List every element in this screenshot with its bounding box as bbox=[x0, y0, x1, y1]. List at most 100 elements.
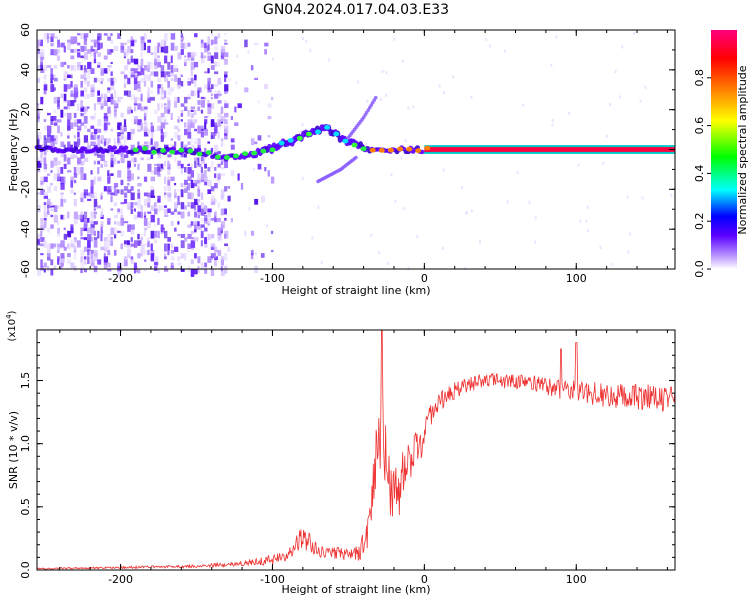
spectrogram-noise-cell bbox=[174, 74, 178, 82]
spectrogram-noise-cell bbox=[150, 214, 155, 223]
spectrogram-noise-cell bbox=[143, 259, 147, 262]
y-tick-label: 1.0 bbox=[19, 435, 32, 453]
spectrogram-noise-cell bbox=[127, 167, 130, 170]
spectrogram-ridge-peak bbox=[287, 138, 294, 143]
spectrogram-noise-cell bbox=[177, 233, 181, 237]
spectrogram-noise-cell bbox=[123, 154, 129, 158]
spectrogram-noise-cell bbox=[197, 157, 200, 166]
spectrogram-noise-cell bbox=[37, 77, 41, 83]
spectrogram-noise-cell bbox=[123, 243, 129, 247]
spectrogram-noise-cell bbox=[167, 208, 171, 213]
spectrogram-noise-cell bbox=[150, 186, 154, 191]
spectrogram-noise-cell bbox=[184, 167, 187, 173]
spectrogram-noise-cell bbox=[97, 259, 102, 265]
spectrogram-noise-cell bbox=[180, 81, 184, 87]
spectrogram-noise-cell bbox=[143, 119, 147, 125]
spectrogram-noise-cell bbox=[43, 211, 48, 218]
spectrogram-noise-cell bbox=[123, 65, 128, 71]
spectrogram-noise-cell bbox=[609, 102, 611, 106]
spectrogram-noise-cell bbox=[210, 147, 214, 152]
spectrogram-noise-cell bbox=[47, 33, 50, 39]
spectrogram-noise-cell bbox=[234, 106, 237, 113]
spectrogram-noise-cell bbox=[83, 173, 87, 180]
spectrogram-noise-cell bbox=[130, 128, 135, 135]
spectrogram-noise-cell bbox=[63, 84, 68, 92]
spectrogram-noise-cell bbox=[197, 214, 200, 219]
spectrogram-noise-cell bbox=[93, 195, 97, 199]
spectrogram-noise-cell bbox=[257, 100, 260, 104]
spectrogram-noise-cell bbox=[390, 173, 393, 176]
spectrogram-noise-cell bbox=[130, 192, 135, 201]
spectrogram-noise-cell bbox=[187, 192, 192, 200]
spectrogram-noise-cell bbox=[137, 163, 140, 171]
spectrogram-noise-cell bbox=[77, 125, 82, 131]
spectrogram-noise-cell bbox=[174, 96, 179, 101]
spectrogram-noise-cell bbox=[197, 211, 202, 215]
spectrogram-noise-cell bbox=[180, 36, 185, 41]
spectrogram-noise-cell bbox=[120, 214, 124, 223]
spectrogram-noise-cell bbox=[107, 262, 111, 268]
spectrogram-noise-cell bbox=[133, 84, 138, 90]
spectrogram-noise-cell bbox=[137, 81, 141, 89]
spectrogram-noise-cell bbox=[210, 84, 214, 89]
spectrogram-noise-cell bbox=[43, 138, 48, 146]
spectrogram-noise-cell bbox=[60, 141, 65, 147]
spectrogram-ridge-peak bbox=[315, 129, 321, 135]
spectrogram-noise-cell bbox=[190, 68, 193, 75]
spectrogram-noise-cell bbox=[93, 77, 97, 83]
spectrogram-noise-cell bbox=[143, 176, 148, 182]
spectrogram-noise-cell bbox=[77, 167, 81, 175]
colorbar-tick-label: 0.2 bbox=[693, 212, 706, 230]
spectrogram-noise-cell bbox=[200, 167, 203, 173]
spectrogram-noise-cell bbox=[184, 151, 187, 158]
spectrogram-noise-cell bbox=[207, 103, 212, 108]
spectrogram-noise-cell bbox=[210, 55, 214, 64]
spectrogram-noise-cell bbox=[93, 240, 98, 248]
spectrogram-noise-cell bbox=[534, 240, 537, 244]
spectrogram-noise-cell bbox=[73, 173, 78, 178]
spectrogram-noise-cell bbox=[83, 237, 88, 241]
spectrogram-noise-cell bbox=[40, 265, 44, 271]
spectrogram-ridge-peak bbox=[387, 147, 394, 153]
spectrogram-noise-cell bbox=[100, 230, 104, 234]
spectrogram-noise-cell bbox=[100, 192, 103, 199]
spectrogram-noise-cell bbox=[485, 38, 488, 42]
spectrogram-noise-cell bbox=[224, 103, 229, 108]
spectrogram-noise-cell bbox=[60, 246, 63, 249]
spectrogram-noise-cell bbox=[140, 39, 145, 44]
spectrogram-noise-cell bbox=[270, 249, 274, 253]
spectrogram-noise-cell bbox=[63, 144, 66, 149]
spectrogram-noise-cell bbox=[57, 205, 60, 209]
spectrogram-noise-cell bbox=[43, 192, 48, 196]
spectrogram-noise-cell bbox=[257, 135, 262, 141]
spectrogram-noise-cell bbox=[97, 77, 100, 83]
spectrogram-noise-cell bbox=[127, 132, 132, 140]
spectrogram-noise-cell bbox=[110, 173, 114, 176]
spectrogram-noise-cell bbox=[214, 71, 219, 75]
spectrogram-ridge-peak bbox=[160, 148, 167, 153]
spectrogram-noise-cell bbox=[217, 202, 221, 209]
spectrogram-noise-cell bbox=[123, 192, 128, 198]
spectrogram-noise-cell bbox=[110, 128, 114, 132]
spectrogram-noise-cell bbox=[100, 42, 103, 49]
spectrogram-noise-cell bbox=[180, 202, 185, 210]
spectrogram-ridge-peak bbox=[214, 154, 221, 160]
spectrogram-noise-cell bbox=[164, 116, 166, 119]
spectrogram-noise-cell bbox=[47, 132, 51, 137]
spectrogram-noise-cell bbox=[147, 237, 150, 242]
spectrogram-noise-cell bbox=[43, 154, 47, 158]
spectrogram-noise-cell bbox=[200, 192, 204, 200]
spectrogram-noise-cell bbox=[180, 167, 183, 174]
spectrogram-noise-cell bbox=[127, 189, 132, 194]
spectrogram-noise-cell bbox=[107, 96, 112, 102]
spectrogram-noise-cell bbox=[57, 49, 60, 54]
spectrogram-noise-cell bbox=[207, 52, 212, 55]
y-tick-label: -20 bbox=[19, 180, 32, 198]
spectrogram-noise-cell bbox=[210, 119, 215, 127]
spectrogram-noise-cell bbox=[160, 103, 164, 109]
spectrogram-noise-cell bbox=[70, 55, 75, 60]
spectrogram-noise-cell bbox=[67, 112, 72, 120]
spectrogram-noise-cell bbox=[103, 163, 108, 167]
spectrogram-noise-cell bbox=[90, 221, 95, 228]
spectrogram-noise-cell bbox=[187, 167, 192, 174]
